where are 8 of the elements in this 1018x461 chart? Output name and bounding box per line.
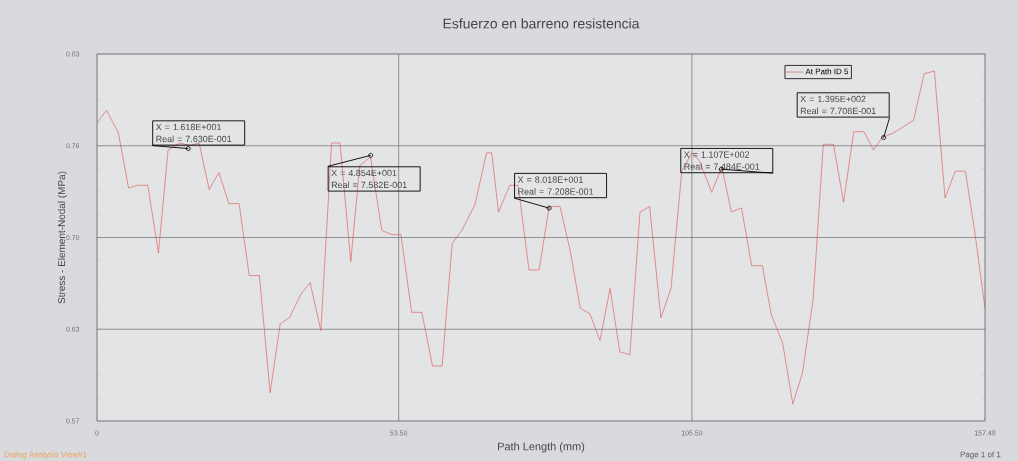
line-series <box>97 70 986 405</box>
annotation: X = 1.395E+002 Real = 7.708E-001 <box>800 95 876 115</box>
annotation: X = 4.854E+001 Real = 7.582E-001 <box>331 169 407 189</box>
annotation: X = 8.018E+001 Real = 7.208E-001 <box>517 176 594 195</box>
chart-title: Esfuerzo en barreno resistencia <box>443 18 640 29</box>
x-axis-title: Path Length (mm) <box>498 442 585 453</box>
annotation: X = 1.618E+001 Real = 7.630E-001 <box>155 123 232 143</box>
annotation: X = 1.107E+002 Real = 7.484E-001 <box>683 151 760 170</box>
